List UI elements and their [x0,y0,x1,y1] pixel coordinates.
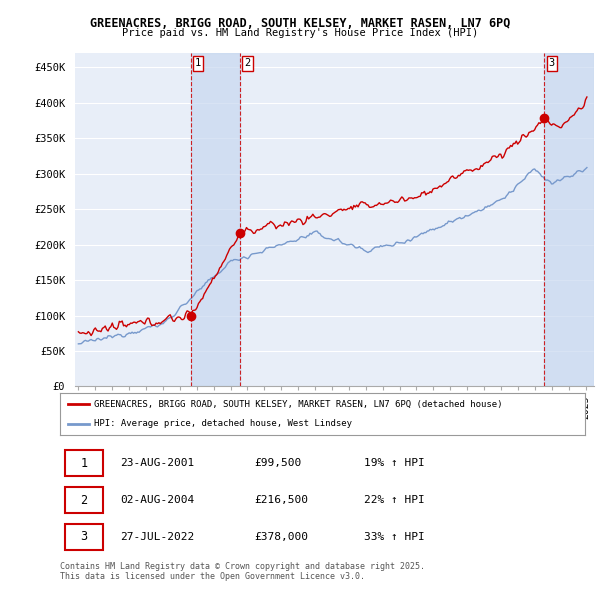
FancyBboxPatch shape [65,523,103,550]
Text: HPI: Average price, detached house, West Lindsey: HPI: Average price, detached house, West… [94,419,352,428]
Text: £378,000: £378,000 [254,532,308,542]
Bar [191,53,241,386]
Text: 3: 3 [548,58,555,68]
Text: 2: 2 [245,58,251,68]
Text: 27-JUL-2022: 27-JUL-2022 [121,532,194,542]
Text: 22% ↑ HPI: 22% ↑ HPI [365,495,425,505]
Text: 1: 1 [80,457,88,470]
Text: 33% ↑ HPI: 33% ↑ HPI [365,532,425,542]
FancyBboxPatch shape [65,487,103,513]
Text: 19% ↑ HPI: 19% ↑ HPI [365,458,425,468]
Text: GREENACRES, BRIGG ROAD, SOUTH KELSEY, MARKET RASEN, LN7 6PQ: GREENACRES, BRIGG ROAD, SOUTH KELSEY, MA… [90,17,510,30]
Text: Contains HM Land Registry data © Crown copyright and database right 2025.
This d: Contains HM Land Registry data © Crown c… [60,562,425,581]
Text: GREENACRES, BRIGG ROAD, SOUTH KELSEY, MARKET RASEN, LN7 6PQ (detached house): GREENACRES, BRIGG ROAD, SOUTH KELSEY, MA… [94,400,503,409]
Text: 02-AUG-2004: 02-AUG-2004 [121,495,194,505]
Text: £216,500: £216,500 [254,495,308,505]
Text: 3: 3 [80,530,88,543]
Bar [544,53,594,386]
Text: Price paid vs. HM Land Registry's House Price Index (HPI): Price paid vs. HM Land Registry's House … [122,28,478,38]
Text: 2: 2 [80,493,88,507]
Text: 23-AUG-2001: 23-AUG-2001 [121,458,194,468]
Text: £99,500: £99,500 [254,458,302,468]
Text: 1: 1 [195,58,201,68]
FancyBboxPatch shape [65,450,103,477]
